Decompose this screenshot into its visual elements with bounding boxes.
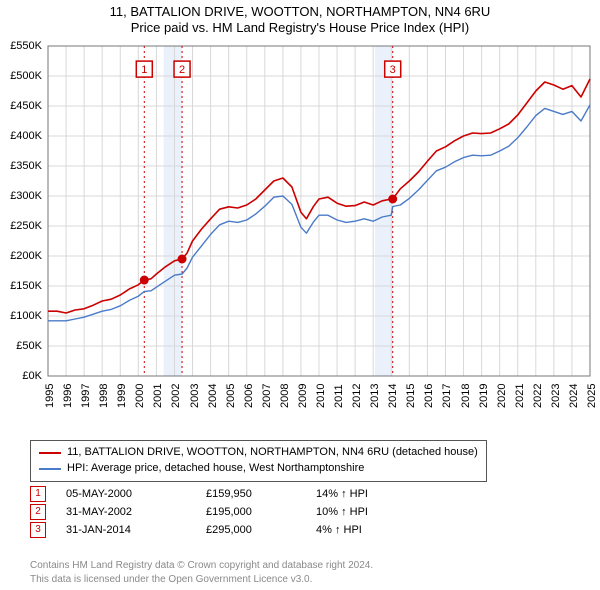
sale-date: 05-MAY-2000 — [66, 488, 206, 500]
y-tick-label: £50K — [2, 340, 42, 352]
sales-row: 3 31-JAN-2014£295,0004% ↑ HPI — [30, 521, 436, 539]
y-tick-label: £400K — [2, 130, 42, 142]
x-tick-label: 2009 — [297, 384, 309, 408]
sale-date: 31-JAN-2014 — [66, 524, 206, 536]
x-tick-label: 2025 — [586, 384, 598, 408]
sale-diff: 10% ↑ HPI — [316, 506, 436, 518]
chart: 1 2 3 £0K £50K £100K £150K £200K £250K £300K £350… — [0, 40, 600, 410]
x-tick-label: 2018 — [460, 384, 472, 408]
x-tick-label: 2012 — [351, 384, 363, 408]
x-tick-label: 1999 — [116, 384, 128, 408]
y-tick-label: £150K — [2, 280, 42, 292]
x-tick-label: 2016 — [423, 384, 435, 408]
x-tick-label: 2015 — [405, 384, 417, 408]
chart-svg: 1 2 3 — [0, 40, 600, 410]
footer: Contains HM Land Registry data © Crown c… — [30, 559, 373, 586]
title-line1: 11, BATTALION DRIVE, WOOTTON, NORTHAMPTO… — [0, 4, 600, 20]
sale-marker: 1 — [30, 486, 46, 502]
sale-price: £195,000 — [206, 506, 316, 518]
x-tick-label: 2023 — [550, 384, 562, 408]
x-tick-label: 2020 — [496, 384, 508, 408]
sales-row: 1 05-MAY-2000£159,95014% ↑ HPI — [30, 485, 436, 503]
sale-marker: 2 — [30, 504, 46, 520]
x-tick-label: 2002 — [170, 384, 182, 408]
x-tick-label: 2010 — [315, 384, 327, 408]
sales-row: 2 31-MAY-2002£195,00010% ↑ HPI — [30, 503, 436, 521]
x-tick-label: 2021 — [514, 384, 526, 408]
legend-row: HPI: Average price, detached house, West… — [39, 461, 478, 477]
x-tick-label: 2017 — [441, 384, 453, 408]
x-tick-label: 2008 — [279, 384, 291, 408]
legend-swatch — [39, 452, 61, 454]
x-tick-label: 1995 — [44, 384, 56, 408]
x-tick-label: 2007 — [261, 384, 273, 408]
x-tick-label: 2004 — [207, 384, 219, 408]
x-tick-label: 2001 — [152, 384, 164, 408]
x-tick-label: 2000 — [134, 384, 146, 408]
legend-swatch — [39, 468, 61, 470]
x-tick-label: 2014 — [387, 384, 399, 408]
page: 11, BATTALION DRIVE, WOOTTON, NORTHAMPTO… — [0, 0, 600, 590]
y-tick-label: £500K — [2, 70, 42, 82]
x-tick-label: 2011 — [333, 384, 345, 408]
sale-marker: 3 — [30, 522, 46, 538]
sale-diff: 14% ↑ HPI — [316, 488, 436, 500]
title-line2: Price paid vs. HM Land Registry's House … — [0, 20, 600, 36]
y-tick-label: £350K — [2, 160, 42, 172]
x-tick-label: 2013 — [369, 384, 381, 408]
y-tick-label: £250K — [2, 220, 42, 232]
y-tick-label: £100K — [2, 310, 42, 322]
sale-price: £295,000 — [206, 524, 316, 536]
y-tick-label: £300K — [2, 190, 42, 202]
sale-diff: 4% ↑ HPI — [316, 524, 436, 536]
svg-text:1: 1 — [141, 64, 147, 76]
x-tick-label: 2022 — [532, 384, 544, 408]
x-tick-label: 2005 — [225, 384, 237, 408]
x-tick-label: 1996 — [62, 384, 74, 408]
x-tick-label: 2024 — [568, 384, 580, 408]
x-tick-label: 1998 — [98, 384, 110, 408]
x-tick-label: 2019 — [478, 384, 490, 408]
svg-text:3: 3 — [390, 64, 396, 76]
y-tick-label: £550K — [2, 40, 42, 52]
x-tick-label: 2003 — [189, 384, 201, 408]
legend-label: 11, BATTALION DRIVE, WOOTTON, NORTHAMPTO… — [67, 445, 478, 461]
footer-line1: Contains HM Land Registry data © Crown c… — [30, 559, 373, 573]
sale-date: 31-MAY-2002 — [66, 506, 206, 518]
footer-line2: This data is licensed under the Open Gov… — [30, 573, 373, 587]
svg-text:2: 2 — [179, 64, 185, 76]
y-tick-label: £200K — [2, 250, 42, 262]
titles: 11, BATTALION DRIVE, WOOTTON, NORTHAMPTO… — [0, 0, 600, 37]
legend-row: 11, BATTALION DRIVE, WOOTTON, NORTHAMPTO… — [39, 445, 478, 461]
sales-table: 1 05-MAY-2000£159,95014% ↑ HPI 2 31-MAY-200… — [30, 485, 436, 539]
sale-price: £159,950 — [206, 488, 316, 500]
y-tick-label: £0K — [2, 370, 42, 382]
x-tick-label: 1997 — [80, 384, 92, 408]
x-tick-label: 2006 — [243, 384, 255, 408]
legend-label: HPI: Average price, detached house, West… — [67, 461, 364, 477]
y-tick-label: £450K — [2, 100, 42, 112]
legend: 11, BATTALION DRIVE, WOOTTON, NORTHAMPTO… — [30, 440, 487, 482]
